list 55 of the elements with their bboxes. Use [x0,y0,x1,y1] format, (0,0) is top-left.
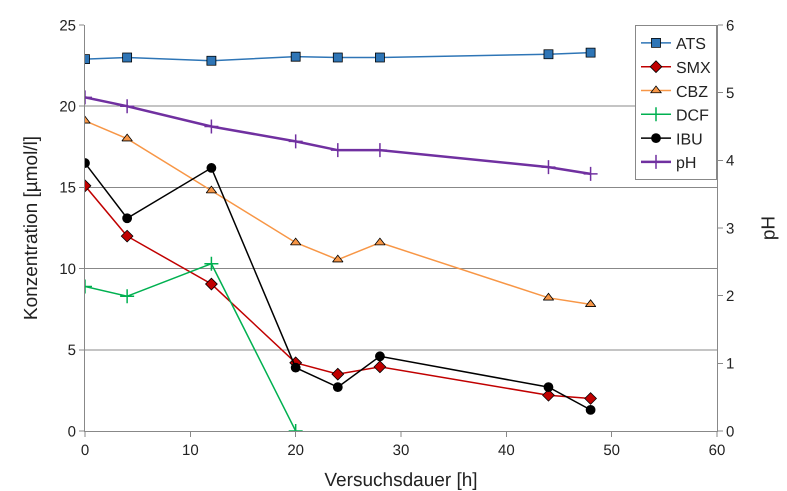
y2-tick-label: 2 [726,288,734,305]
point [206,163,216,173]
legend-label: IBU [676,131,703,148]
y2-tick-label: 5 [726,84,734,102]
point [119,98,135,114]
point [544,49,554,60]
y-tick-label: 15 [59,180,76,197]
y2-tick-label: 0 [726,423,734,440]
point [582,166,598,182]
point [375,52,385,62]
legend-label: ATS [676,36,706,54]
point [584,392,597,405]
y-tick-label: 0 [68,423,76,440]
legend-label: SMX [676,60,711,77]
x-tick-label: 40 [498,442,515,459]
point [375,351,385,362]
y-tick-label: 10 [59,260,76,278]
point [204,256,220,272]
legend-label: pH [676,155,696,172]
point [332,52,343,62]
x-tick-label: 60 [708,442,726,459]
y-tick-label: 5 [68,342,76,360]
point [119,288,135,304]
legend-label: CBZ [676,84,708,101]
y-axis-title: Konzentration [µmol/l] [21,136,42,320]
legend-label: DCF [676,108,710,125]
y-tick-label: 25 [59,17,76,34]
y2-tick-label: 1 [726,356,734,373]
x-tick-label: 30 [392,442,410,459]
point [205,278,218,290]
point [120,230,134,242]
y2-tick-label: 4 [726,152,734,170]
point [290,52,301,62]
x-tick-label: 10 [182,442,199,459]
point [288,134,304,150]
point [290,362,301,373]
point [586,404,596,415]
point [332,382,343,392]
point [206,56,216,66]
point [540,159,556,175]
y-tick-label: 20 [59,98,76,116]
point [204,118,220,134]
y2-tick-label: 6 [726,17,734,34]
point [586,48,596,58]
x-tick-label: 50 [603,442,620,459]
y2-axis-title: pH [758,216,780,240]
point [122,52,132,62]
x-tick-label: 20 [287,442,304,459]
point [374,360,386,374]
point [122,213,132,224]
point [544,382,554,392]
y2-tick-label: 3 [726,220,734,238]
x-axis-title: Versuchsdauer [h] [324,470,478,491]
point [332,368,344,380]
x-tick-label: 0 [80,442,90,459]
